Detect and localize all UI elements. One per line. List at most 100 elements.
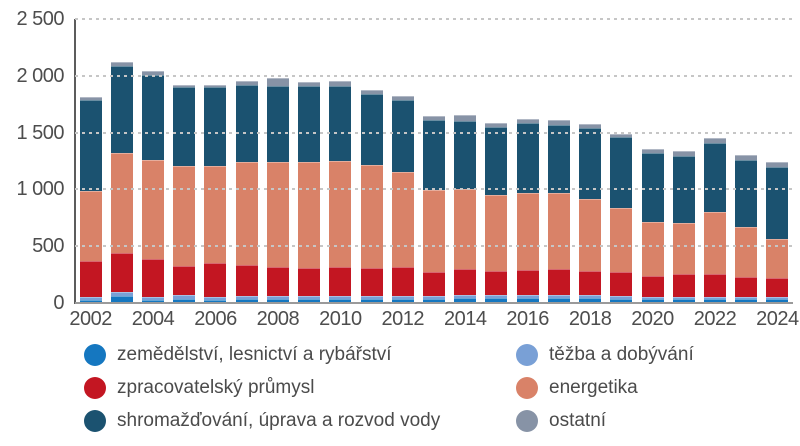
legend-column-left: zemědělství, lesnictví a rybářství zpraco… — [84, 344, 440, 443]
segment-shromazdovani — [298, 86, 321, 162]
segment-ostatni — [110, 62, 133, 66]
segment-zemedelstvi — [79, 299, 102, 303]
segment-energetika — [516, 192, 539, 271]
segment-tezba — [516, 295, 539, 298]
bar-slot-2023 — [731, 19, 762, 303]
y-axis-tick-label: 1 000 — [16, 178, 64, 201]
segment-tezba — [266, 295, 289, 299]
segment-zemedelstvi — [142, 299, 165, 303]
segment-energetika — [79, 191, 102, 262]
segment-zpracovatelsky — [516, 270, 539, 296]
bar-2017 — [547, 119, 570, 303]
segment-zpracovatelsky — [110, 253, 133, 292]
segment-energetika — [142, 160, 165, 259]
segment-ostatni — [204, 85, 227, 88]
x-axis-tick-label: 2010 — [319, 308, 362, 330]
segment-energetika — [266, 162, 289, 268]
x-axis-tick-label: 2004 — [131, 308, 175, 330]
bar-2016 — [516, 118, 539, 303]
bar-slot-2007 — [231, 19, 262, 303]
segment-zpracovatelsky — [766, 278, 789, 298]
x-axis-tick-label: 2018 — [568, 308, 612, 330]
bar-slot-2009 — [294, 19, 325, 303]
segment-zemedelstvi — [266, 298, 289, 303]
segment-energetika — [110, 153, 133, 254]
segment-ostatni — [516, 118, 539, 124]
bar-2018 — [579, 124, 602, 303]
gridline-1500 — [75, 131, 793, 134]
segment-energetika — [360, 164, 383, 269]
bar-slot-2013 — [418, 19, 449, 303]
segment-tezba — [485, 295, 508, 298]
segment-zpracovatelsky — [142, 258, 165, 297]
bar-2020 — [641, 149, 664, 303]
segment-ostatni — [454, 115, 477, 121]
x-axis-tick-label: 2006 — [194, 308, 237, 330]
bar-slot-2014 — [450, 19, 481, 303]
legend-label-ostatni: ostatní — [549, 410, 607, 431]
legend-column-right: těžba a dobývání energetika ostatní — [516, 344, 694, 443]
segment-zpracovatelsky — [204, 263, 227, 297]
segment-shromazdovani — [766, 166, 789, 239]
bar-2009 — [298, 82, 321, 303]
bar-slot-2017 — [543, 19, 574, 303]
bar-2010 — [329, 81, 352, 303]
bar-2019 — [610, 134, 633, 303]
segment-tezba — [235, 295, 258, 299]
segment-shromazdovani — [610, 137, 633, 209]
segment-zpracovatelsky — [423, 271, 446, 296]
y-axis-tick-label: 2 500 — [16, 8, 64, 30]
segment-zpracovatelsky — [672, 274, 695, 298]
legend-swatch-energetika — [516, 377, 538, 399]
segment-zemedelstvi — [547, 297, 570, 303]
segment-tezba — [735, 297, 758, 299]
bar-slot-2006 — [200, 19, 231, 303]
segment-ostatni — [485, 123, 508, 128]
segment-shromazdovani — [641, 153, 664, 222]
segment-ostatni — [610, 134, 633, 138]
segment-zpracovatelsky — [547, 269, 570, 296]
segment-ostatni — [360, 89, 383, 94]
segment-shromazdovani — [266, 86, 289, 163]
legend-item-zemedelstvi: zemědělství, lesnictví a rybářství — [84, 344, 440, 366]
segment-tezba — [298, 295, 321, 299]
segment-shromazdovani — [235, 84, 258, 162]
segment-energetika — [610, 208, 633, 272]
segment-shromazdovani — [360, 93, 383, 165]
segment-zemedelstvi — [423, 298, 446, 303]
legend-item-ostatni: ostatní — [516, 410, 694, 432]
segment-ostatni — [423, 116, 446, 120]
segment-tezba — [579, 295, 602, 298]
bar-slot-2004 — [137, 19, 168, 303]
segment-tezba — [360, 295, 383, 299]
segment-shromazdovani — [703, 143, 726, 212]
bar-2003 — [110, 62, 133, 303]
segment-zpracovatelsky — [329, 267, 352, 296]
segment-energetika — [766, 238, 789, 279]
segment-ostatni — [735, 155, 758, 161]
segment-shromazdovani — [454, 120, 477, 190]
bar-slot-2020 — [637, 19, 668, 303]
bar-slot-2002 — [75, 19, 106, 303]
x-axis-line — [75, 302, 793, 304]
bar-2004 — [142, 71, 165, 303]
legend-item-shromazdovani: shromažďování, úprava a rozvod vody — [84, 410, 440, 432]
bar-2014 — [454, 115, 477, 303]
bar-slot-2019 — [606, 19, 637, 303]
segment-shromazdovani — [547, 124, 570, 193]
segment-zpracovatelsky — [298, 268, 321, 296]
y-axis-tick-label: 0 — [53, 292, 64, 314]
segment-zpracovatelsky — [610, 271, 633, 297]
segment-energetika — [235, 161, 258, 266]
segment-ostatni — [766, 162, 789, 167]
segment-zemedelstvi — [703, 298, 726, 303]
gridline-2000 — [75, 74, 793, 77]
segment-zemedelstvi — [235, 298, 258, 303]
bar-slot-2015 — [481, 19, 512, 303]
x-axis-tick-label: 2022 — [693, 308, 737, 330]
segment-energetika — [173, 165, 196, 267]
segment-tezba — [672, 297, 695, 299]
segment-tezba — [204, 296, 227, 300]
segment-zpracovatelsky — [266, 267, 289, 296]
segment-shromazdovani — [142, 75, 165, 161]
